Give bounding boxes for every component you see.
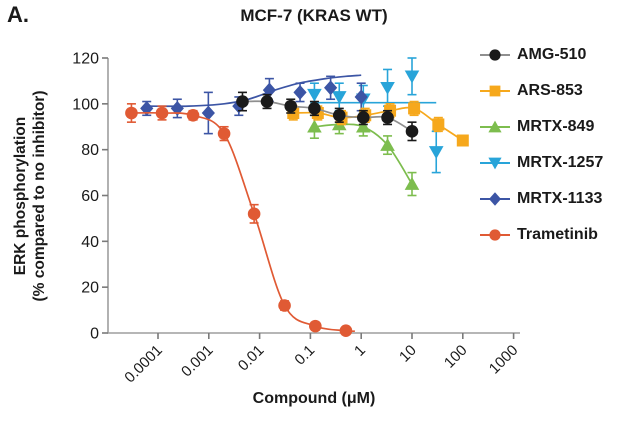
marker-amg-510 (332, 108, 346, 122)
legend-item-ars-853: ARS-853 (479, 79, 603, 102)
marker-ars-853 (432, 118, 445, 131)
legend-label-mrtx-1257: MRTX-1257 (517, 153, 604, 171)
y-axis-title-line1: ERK phosphorylation (12, 116, 29, 276)
marker-ars-853 (456, 134, 469, 147)
y-tick-label: 100 (72, 96, 99, 113)
marker-mrtx-1133 (170, 101, 184, 116)
marker-mrtx-849 (380, 138, 395, 151)
y-axis-title: ERK phosphorylation (% compared to no in… (11, 44, 49, 348)
amg-510-marker-icon (480, 48, 510, 61)
legend-marker-shape (489, 191, 501, 206)
y-tick-label: 60 (81, 188, 99, 205)
marker-trametinib (155, 106, 169, 120)
marker-trametinib (217, 127, 231, 140)
y-tick-label: 120 (72, 51, 99, 68)
legend-marker-shape (489, 85, 501, 96)
marker-mrtx-1257 (404, 70, 420, 84)
marker-trametinib (278, 299, 291, 312)
legend-label-ars-853: ARS-853 (517, 81, 583, 99)
legend-item-mrtx-849: MRTX-849 (479, 115, 603, 138)
legend-label-trametinib: Trametinib (517, 225, 598, 243)
legend-marker-shape (488, 157, 502, 169)
marker-mrtx-1133 (293, 84, 307, 100)
marker-mrtx-1133 (354, 89, 368, 105)
panel-label: A. (7, 2, 29, 27)
legend: AMG-510 ARS-853 MRTX-849 MRTX-1257 MRTX-… (479, 43, 603, 246)
marker-mrtx-1133 (324, 80, 338, 96)
legend-marker-shape (489, 228, 501, 241)
x-tick-label: 0.001 (178, 342, 217, 381)
ars-853-marker-icon (480, 85, 510, 96)
legend-item-mrtx-1133: MRTX-1133 (479, 187, 603, 210)
marker-mrtx-849 (404, 177, 420, 190)
marker-amg-510 (284, 99, 298, 113)
marker-trametinib (339, 324, 353, 338)
legend-marker-shape (488, 120, 502, 132)
y-axis-title-line2: (% compared to no inhibitor) (31, 90, 48, 302)
series-line-trametinib (131, 111, 355, 333)
x-tick-label: 1 (351, 342, 369, 360)
marker-trametinib (247, 207, 261, 221)
marker-amg-510 (357, 111, 370, 124)
legend-marker-shape (489, 48, 501, 61)
marker-amg-510 (260, 95, 274, 108)
y-tick-label: 0 (90, 326, 99, 343)
y-tick-label: 40 (81, 234, 99, 251)
marker-mrtx-849 (307, 119, 322, 133)
marker-mrtx-1133 (262, 82, 277, 98)
marker-trametinib (309, 319, 322, 333)
x-tick-label: 100 (441, 342, 471, 372)
marker-mrtx-1133 (201, 105, 215, 121)
marker-ars-853 (408, 102, 421, 115)
marker-mrtx-1257 (380, 81, 395, 95)
legend-item-trametinib: Trametinib (479, 223, 603, 246)
legend-label-amg-510: AMG-510 (517, 45, 587, 63)
trametinib-marker-icon (480, 228, 510, 241)
legend-item-mrtx-1257: MRTX-1257 (479, 151, 603, 174)
legend-label-mrtx-849: MRTX-849 (517, 117, 595, 135)
x-tick-label: 1000 (486, 342, 522, 378)
marker-trametinib (125, 106, 138, 120)
chart-title: MCF-7 (KRAS WT) (240, 6, 388, 25)
mrtx-1257-marker-icon (480, 157, 510, 169)
marker-amg-510 (405, 125, 419, 138)
marker-mrtx-1257 (428, 146, 444, 159)
x-tick-label: 0.1 (291, 342, 318, 369)
x-tick-label: 0.0001 (121, 342, 165, 386)
legend-label-mrtx-1133: MRTX-1133 (517, 189, 603, 207)
marker-amg-510 (308, 102, 321, 115)
marker-mrtx-1257 (307, 88, 322, 102)
marker-mrtx-1257 (331, 91, 347, 104)
marker-amg-510 (236, 95, 249, 108)
x-axis-title: Compound (μM) (252, 390, 376, 407)
y-tick-label: 80 (81, 142, 99, 159)
legend-item-amg-510: AMG-510 (479, 43, 603, 66)
x-tick-label: 10 (396, 342, 420, 366)
y-tick-label: 20 (81, 280, 99, 297)
marker-amg-510 (381, 111, 394, 124)
marker-mrtx-849 (356, 119, 371, 133)
mrtx-849-marker-icon (480, 120, 510, 132)
marker-trametinib (186, 108, 200, 122)
x-tick-label: 0.01 (235, 342, 268, 375)
mrtx-1133-marker-icon (480, 191, 510, 206)
